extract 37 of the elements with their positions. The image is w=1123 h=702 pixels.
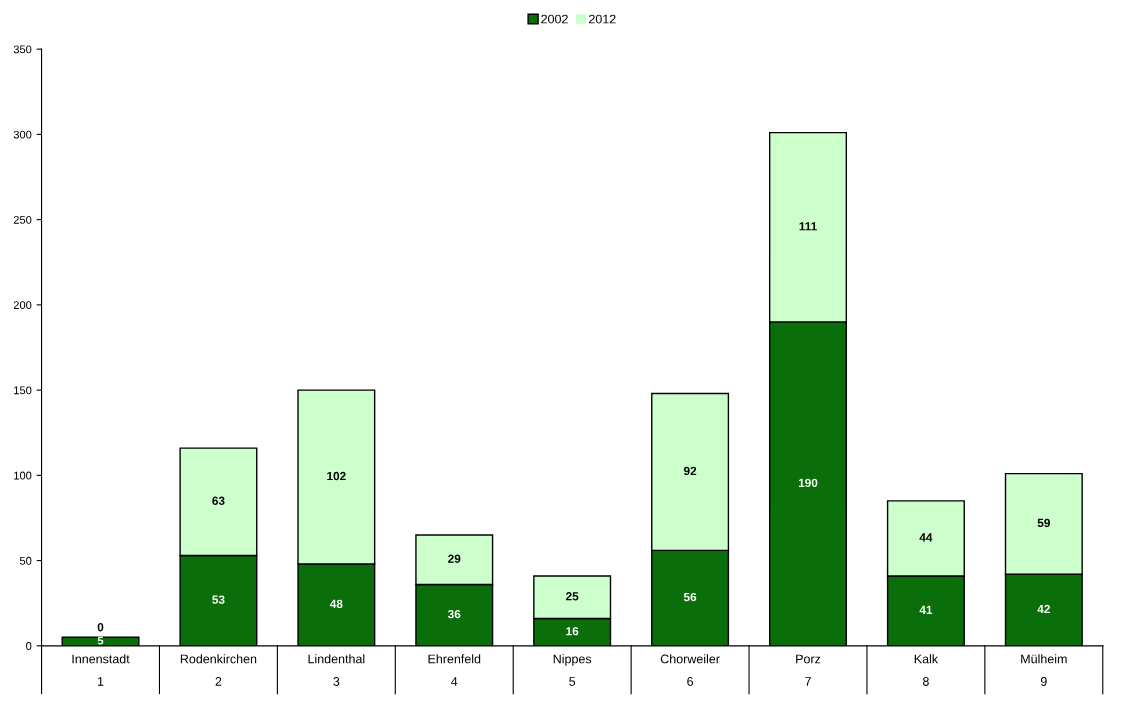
data-label: 36 bbox=[447, 609, 461, 619]
data-label: 29 bbox=[448, 554, 461, 563]
data-label: 41 bbox=[919, 605, 933, 614]
y-tick-label: 0 bbox=[26, 642, 32, 650]
data-label: 63 bbox=[212, 496, 225, 505]
data-label: 42 bbox=[1037, 604, 1050, 614]
x-tick-label: Porz 7 bbox=[796, 654, 821, 686]
legend-label: 2002 bbox=[541, 14, 568, 24]
data-label: 111 bbox=[799, 222, 817, 231]
y-tick-label: 300 bbox=[13, 130, 32, 139]
x-tick-label: Mülheim 9 bbox=[1021, 654, 1067, 686]
y-tick-label: 50 bbox=[19, 556, 32, 565]
data-label: 190 bbox=[798, 478, 818, 488]
data-label: 0 bbox=[97, 623, 104, 632]
x-tick-label: Nippes 5 bbox=[553, 654, 592, 686]
data-label: 16 bbox=[566, 627, 579, 636]
y-tick-label: 250 bbox=[13, 215, 32, 224]
data-label: 56 bbox=[683, 592, 697, 602]
data-label: 92 bbox=[683, 466, 697, 476]
data-label: 102 bbox=[327, 471, 346, 481]
x-tick-label: Ehrenfeld 4 bbox=[428, 654, 481, 686]
y-tick-label: 200 bbox=[13, 301, 32, 309]
legend-label: 2012 bbox=[589, 14, 616, 24]
data-label: 5 bbox=[97, 636, 104, 645]
x-tick-label: Chorweiler 6 bbox=[660, 654, 720, 686]
y-tick-label: 100 bbox=[14, 471, 32, 480]
x-tick-label: Lindenthal 3 bbox=[308, 654, 365, 686]
x-tick-label: Innenstadt 1 bbox=[72, 654, 130, 686]
data-label: 53 bbox=[212, 595, 225, 604]
x-tick-label: Rodenkirchen 2 bbox=[180, 654, 257, 686]
data-label: 44 bbox=[919, 533, 933, 542]
x-tick-label: Kalk 8 bbox=[914, 654, 939, 686]
data-label: 48 bbox=[329, 599, 343, 609]
data-label: 59 bbox=[1037, 518, 1050, 528]
data-label: 25 bbox=[566, 592, 579, 601]
y-tick-label: 150 bbox=[14, 386, 32, 395]
y-tick-label: 350 bbox=[13, 45, 32, 54]
